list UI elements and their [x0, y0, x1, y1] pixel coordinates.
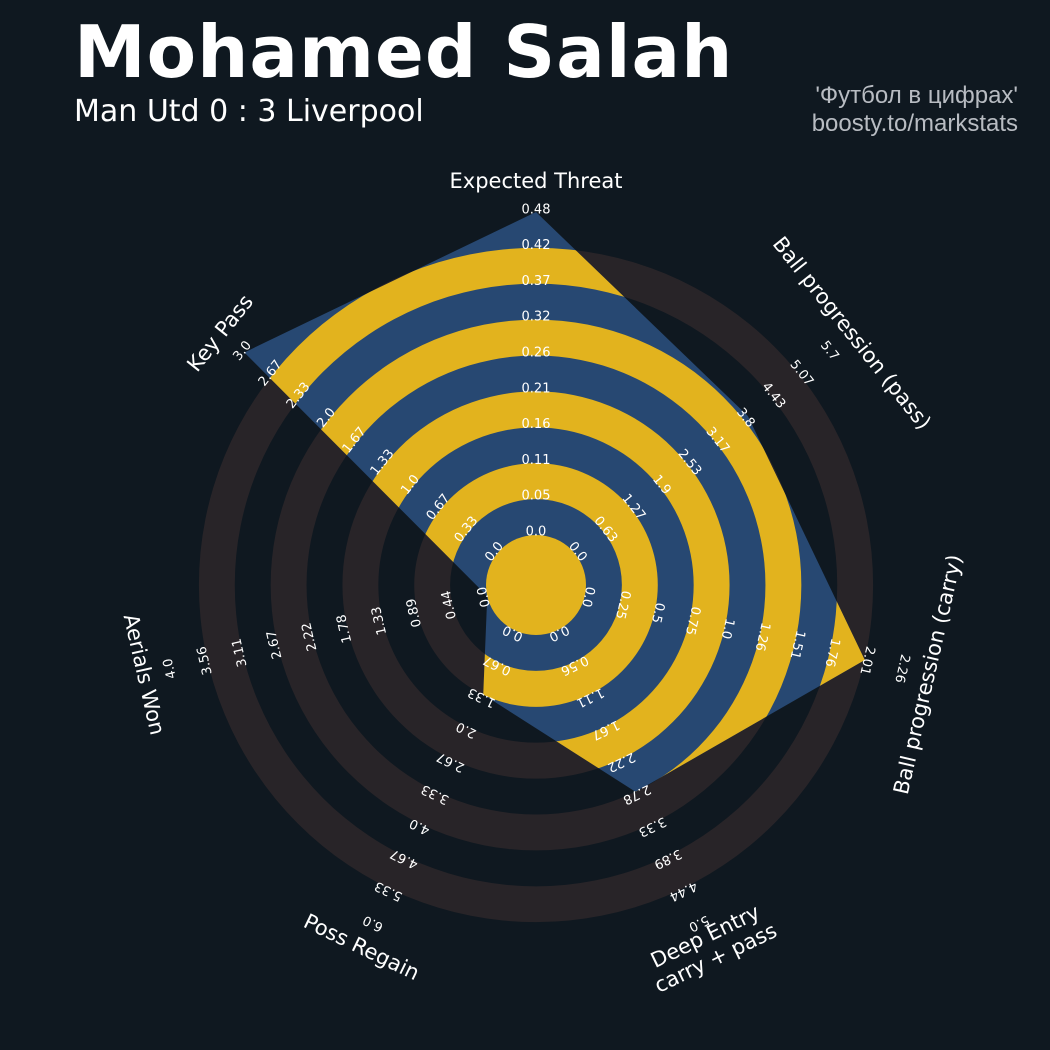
radar-tick-label: 3.11 — [229, 637, 250, 669]
radar-tick-label: 0.75 — [682, 605, 703, 637]
credit-source: 'Футбол в цифрах' — [815, 82, 1018, 109]
radar-tick-label: 0.32 — [522, 310, 551, 325]
radar-tick-label: 0.44 — [439, 589, 460, 621]
radar-center-disc — [486, 535, 586, 635]
player-name-title: Mohamed Salah — [74, 10, 734, 94]
radar-tick-label: 0.0 — [526, 525, 547, 540]
radar-tick-label: 0.11 — [522, 453, 551, 468]
radar-tick-label: 6.0 — [361, 912, 386, 934]
radar-tick-label: 5.7 — [817, 338, 842, 364]
radar-tick-label: 0.21 — [522, 381, 551, 396]
radar-tick-label: 0.26 — [522, 346, 551, 361]
radar-tick-label: 1.26 — [752, 621, 773, 653]
radar-tick-label: 0.42 — [522, 238, 551, 253]
radar-tick-label: 3.0 — [230, 338, 255, 364]
credit-url: boosty.to/markstats — [811, 110, 1018, 137]
radar-axis-label: Key Pass — [182, 290, 258, 376]
radar-tick-label: 1.33 — [369, 605, 390, 637]
radar-tick-label: 0.25 — [612, 589, 633, 621]
radar-tick-label: 1.51 — [787, 629, 808, 661]
radar-tick-label: 2.22 — [299, 621, 320, 653]
radar-tick-label: 0.5 — [648, 601, 667, 625]
radar-tick-label: 1.78 — [334, 613, 355, 645]
radar-tick-label: 0.89 — [404, 597, 425, 629]
radar-axis-label: Poss Regain — [300, 909, 423, 985]
radar-tick-label: 2.67 — [264, 629, 285, 661]
radar-tick-label: 0.0 — [578, 585, 597, 609]
radar-tick-label: 2.26 — [891, 653, 912, 685]
radar-tick-label: 0.05 — [522, 489, 551, 504]
radar-tick-label: 0.0 — [475, 585, 494, 609]
credit-block: 'Футбол в цифрах' boosty.to/markstats — [812, 82, 1018, 138]
radar-axis-label: Aerials Won — [119, 612, 170, 738]
radar-tick-label: 1.76 — [821, 637, 842, 669]
radar-tick-label: 4.0 — [161, 657, 180, 681]
radar-tick-label: 0.16 — [522, 417, 551, 432]
radar-axis-label: Deep Entrycarry + pass — [640, 897, 780, 998]
radar-axis-label: Expected Threat — [450, 169, 623, 193]
radar-tick-label: 2.01 — [856, 645, 877, 677]
radar-tick-label: 3.56 — [195, 645, 216, 677]
match-score-subtitle: Man Utd 0 : 3 Liverpool — [74, 94, 424, 129]
radar-tick-label: 1.0 — [718, 617, 737, 641]
radar-tick-label: 0.48 — [522, 202, 551, 217]
radar-tick-label: 0.37 — [522, 274, 551, 289]
